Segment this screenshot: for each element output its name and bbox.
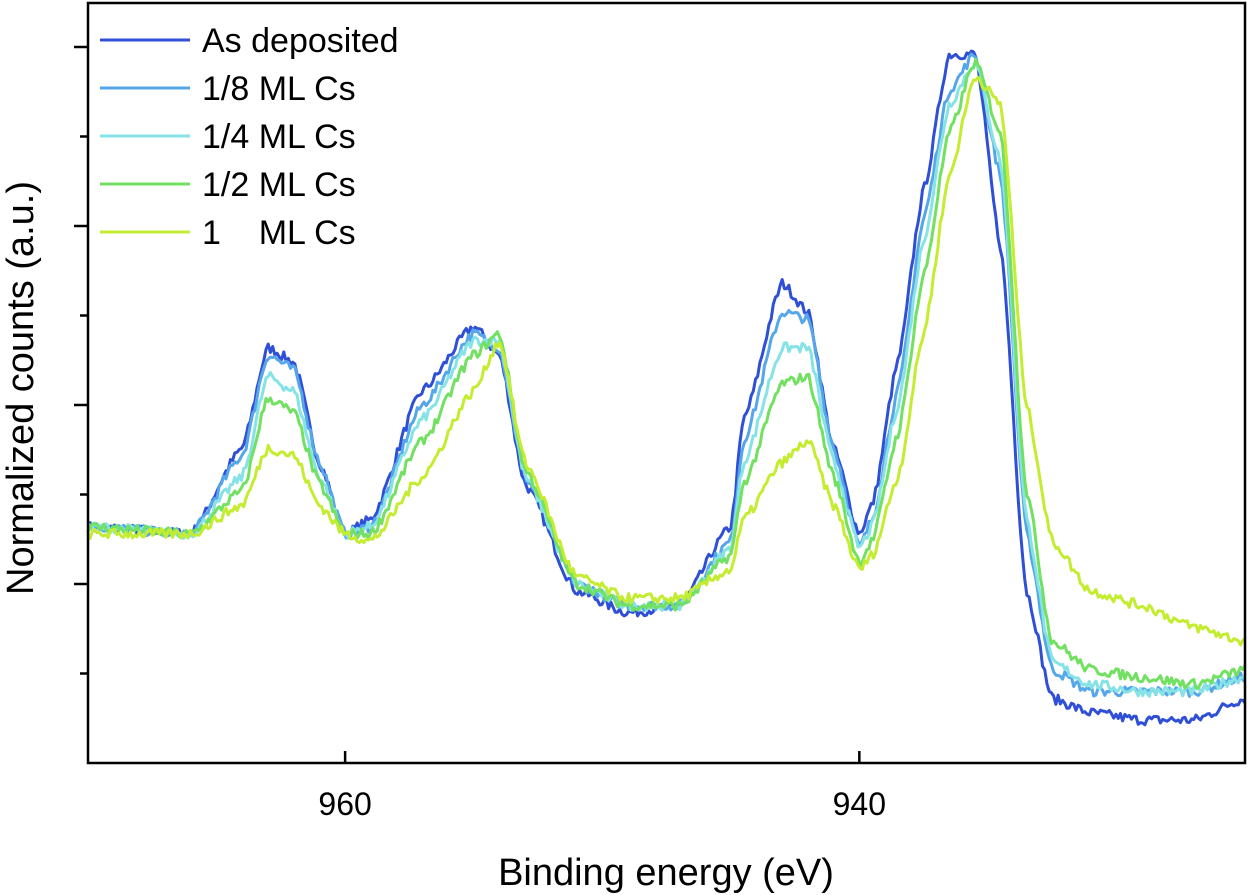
legend-label-5: 1 ML Cs (202, 214, 356, 252)
series-line-5 (86, 75, 1247, 647)
y-axis-title: Normalized counts (a.u.) (0, 181, 42, 595)
legend-label-3: 1/4 ML Cs (202, 118, 356, 156)
legend-label-4: 1/2 ML Cs (202, 166, 356, 204)
x-tick-label-1: 960 (318, 786, 371, 822)
x-tick-label-2: 940 (833, 786, 886, 822)
legend: As deposited 1/8 ML Cs 1/4 ML Cs 1/2 ML Cs 1… (100, 22, 399, 252)
series-line-4 (86, 57, 1247, 690)
plot-frame (86, 1, 1247, 765)
legend-label-1: As deposited (202, 22, 399, 60)
series-layer (86, 49, 1247, 727)
series-line-2 (86, 52, 1247, 698)
legend-label-2: 1/8 ML Cs (202, 70, 356, 108)
tick-layer: 960 940 (74, 45, 886, 822)
x-axis-title: Binding energy (eV) (498, 852, 834, 894)
